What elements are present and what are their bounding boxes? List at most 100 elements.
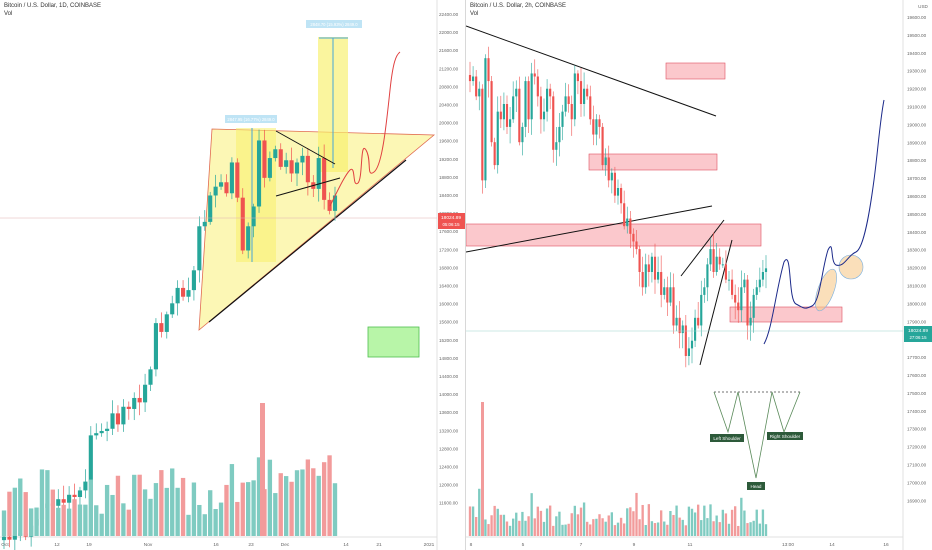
candle-body[interactable] <box>755 287 758 295</box>
candle-body[interactable] <box>623 203 626 227</box>
candle-body[interactable] <box>663 287 666 295</box>
candle-body[interactable] <box>641 272 644 288</box>
candle-body[interactable] <box>675 317 678 326</box>
candle-body[interactable] <box>300 155 305 163</box>
candle-body[interactable] <box>126 406 131 409</box>
candle-body[interactable] <box>175 287 180 304</box>
candle-body[interactable] <box>224 182 229 194</box>
candle-body[interactable] <box>332 195 338 211</box>
candle-body[interactable] <box>72 494 77 497</box>
candle-body[interactable] <box>110 413 115 429</box>
candle-body[interactable] <box>521 126 524 143</box>
candle-body[interactable] <box>595 119 598 135</box>
candle-body[interactable] <box>715 256 718 272</box>
candle-body[interactable] <box>542 111 546 120</box>
candle-body[interactable] <box>132 397 137 409</box>
descending-trendline[interactable] <box>466 25 717 117</box>
candle-body[interactable] <box>478 88 481 97</box>
candle-body[interactable] <box>629 218 632 234</box>
candle-body[interactable] <box>573 73 576 120</box>
candle-body[interactable] <box>586 88 589 97</box>
candle-body[interactable] <box>240 197 245 251</box>
candle-body[interactable] <box>191 270 196 291</box>
candle-body[interactable] <box>170 303 175 315</box>
candle-body[interactable] <box>235 162 240 198</box>
candle-body[interactable] <box>536 76 539 97</box>
candle-body[interactable] <box>153 323 158 370</box>
candle-body[interactable] <box>7 536 12 540</box>
target-zone-box[interactable] <box>367 326 420 358</box>
candle-body[interactable] <box>208 195 213 222</box>
candle-body[interactable] <box>721 264 724 266</box>
candle-body[interactable] <box>284 160 289 167</box>
candle-body[interactable] <box>752 294 755 318</box>
candle-body[interactable] <box>61 499 66 503</box>
candle-body[interactable] <box>697 317 700 326</box>
candle-body[interactable] <box>576 73 579 82</box>
candle-body[interactable] <box>468 74 472 82</box>
candle-body[interactable] <box>734 294 737 303</box>
candle-body[interactable] <box>669 287 672 303</box>
wedge-upper-line[interactable] <box>275 130 336 165</box>
candle-body[interactable] <box>684 325 687 356</box>
candle-body[interactable] <box>539 96 542 120</box>
candle-body[interactable] <box>589 96 592 120</box>
candle-body[interactable] <box>197 226 202 271</box>
candle-body[interactable] <box>530 73 533 120</box>
chart-pane-2h[interactable]: USD 19600.00 19500.00 19400.00 19300.00 19200… <box>466 0 932 550</box>
candle-body[interactable] <box>512 96 515 120</box>
candle-body[interactable] <box>570 104 573 120</box>
support-trendline[interactable] <box>208 159 407 323</box>
candle-body[interactable] <box>703 287 706 295</box>
candle-body[interactable] <box>88 435 93 482</box>
candle-body[interactable] <box>579 81 583 104</box>
ascending-triangle-zone[interactable] <box>198 128 436 331</box>
candle-body[interactable] <box>472 76 475 82</box>
candle-body[interactable] <box>727 279 731 281</box>
candle-body[interactable] <box>564 96 567 112</box>
candle-body[interactable] <box>583 88 586 104</box>
candle-body[interactable] <box>740 287 743 311</box>
candle-body[interactable] <box>159 323 164 332</box>
candle-body[interactable] <box>481 88 484 181</box>
candle-body[interactable] <box>758 279 761 288</box>
wedge-lower-line[interactable] <box>275 177 341 197</box>
candle-body[interactable] <box>67 494 72 503</box>
candle-body[interactable] <box>632 233 635 242</box>
candle-body[interactable] <box>505 104 509 127</box>
candle-body[interactable] <box>499 111 502 120</box>
candle-body[interactable] <box>289 160 294 174</box>
candle-body[interactable] <box>322 158 327 200</box>
candle-body[interactable] <box>712 249 715 272</box>
candle-body[interactable] <box>327 199 332 211</box>
candle-body[interactable] <box>490 81 493 143</box>
candle-body[interactable] <box>475 76 478 97</box>
candle-body[interactable] <box>186 290 191 297</box>
candle-body[interactable] <box>524 81 527 127</box>
candle-body[interactable] <box>678 317 681 334</box>
candle-body[interactable] <box>246 226 251 251</box>
supply-zone-wide[interactable] <box>466 223 762 247</box>
candle-body[interactable] <box>484 58 487 181</box>
candle-body[interactable] <box>164 314 169 332</box>
channel-lower-line[interactable] <box>699 239 733 366</box>
candle-body[interactable] <box>690 340 694 349</box>
candle-body[interactable] <box>653 256 657 280</box>
candle-body[interactable] <box>555 142 558 150</box>
candle-body[interactable] <box>105 428 110 431</box>
candle-body[interactable] <box>137 397 142 403</box>
candle-body[interactable] <box>709 249 712 265</box>
candle-body[interactable] <box>743 279 746 288</box>
candle-body[interactable] <box>256 140 262 207</box>
price-axis-1d[interactable] <box>437 0 466 550</box>
candle-body[interactable] <box>694 317 697 341</box>
candle-body[interactable] <box>620 188 623 204</box>
candle-body[interactable] <box>660 272 663 295</box>
candle-body[interactable] <box>724 264 727 280</box>
candle-body[interactable] <box>1 536 7 541</box>
candle-body[interactable] <box>650 256 653 272</box>
candle-body[interactable] <box>607 157 610 181</box>
chart-canvas-2h[interactable]: USD 19600.00 19500.00 19400.00 19300.00 19200… <box>466 0 932 550</box>
candle-body[interactable] <box>546 88 549 112</box>
candle-body[interactable] <box>273 149 278 159</box>
